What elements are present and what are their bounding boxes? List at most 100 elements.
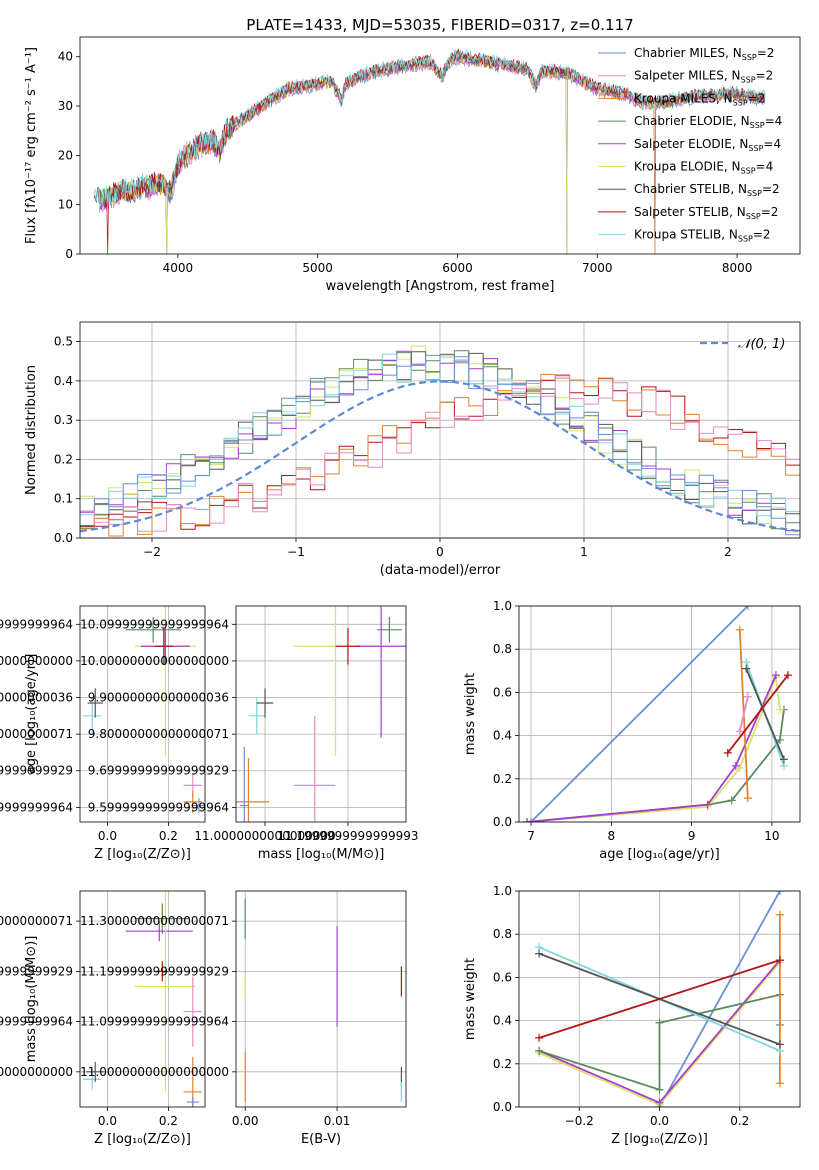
weight-marker [735,727,744,736]
x-axis-label: wavelength [Angstrom, rest frame] [326,279,555,294]
y-tick-label: 0.4 [493,1014,512,1028]
x-tick-label: 0.0 [98,829,117,843]
error-bar-point [83,697,102,735]
x-tick-label: 7 [527,829,535,843]
x-tick-label: 2 [724,545,732,559]
y-tick-label: 10.09999999999999964 [80,617,229,631]
weight-marker [535,1033,544,1042]
x-tick-label: 1 [580,545,588,559]
legend-text: Chabrier STELIB, N [634,182,747,196]
error-bar-point [335,627,361,665]
error-bar-point [240,746,249,822]
spectrum-line [104,48,765,254]
x-tick-label: 0.01 [324,1114,351,1128]
x-tick-label: 0.0 [650,1114,669,1128]
y-tick-label: 9.59999999999999964 [0,800,73,814]
weight-marker [523,818,532,822]
weight-marker [775,956,784,965]
grid [80,891,205,1107]
weight-marker [742,664,751,673]
spectrum-line [99,52,766,254]
x-tick-label: 5000 [302,261,333,275]
axes-frame [79,605,206,823]
ticks: −2 −1 0 1 2 0.0 0.1 0.2 0.3 0.4 0.5 [54,335,732,559]
grid [236,606,406,822]
ticks: −0.2 0.0 0.2 0.0 0.2 0.4 0.6 0.8 1.0 [493,884,749,1128]
axes-frame [518,605,801,823]
plot-area [83,891,202,1107]
weight-line [745,668,785,760]
ticks: 7 8 9 10 0.0 0.2 0.4 0.6 0.8 1.0 [493,599,780,843]
legend-entry: Chabrier STELIB, NSSP=2 [634,182,780,198]
legend-entry: Salpeter ELODIE, NSSP=4 [634,137,781,153]
spectrum-line [99,53,766,254]
y-tick-label: 10.00000000000000000 [0,654,73,668]
x-tick-label: 8 [608,829,616,843]
error-bar-point [154,627,173,665]
x-tick-label: 7000 [582,261,613,275]
legend-suffix: =4 [763,137,781,151]
plot-area [83,606,205,813]
legend-suffix: =2 [761,205,779,219]
error-bar-point [294,715,336,822]
x-tick-label: −0.2 [565,1114,594,1128]
residual-distribution-panel: −2 −1 0 1 2 0.0 0.1 0.2 0.3 0.4 0.5 (data-model)/er… [24,321,801,578]
legend-suffix: =4 [756,160,774,174]
weight-marker [723,748,732,757]
legend-entry: Salpeter STELIB, NSSP=2 [634,205,778,221]
legend-subscript: SSP [738,235,753,244]
legend-entry: Kroupa MILES, NSSP=2 [634,91,765,107]
weight-line [726,674,789,754]
plot-area [93,48,766,254]
legend-text: Kroupa ELODIE, N [634,160,741,174]
legend-text: Salpeter STELIB, N [634,205,746,219]
x-tick-label: 0.2 [159,1114,178,1128]
weight-marker [527,818,536,822]
x-axis-label: (data-model)/error [380,563,501,578]
legend-suffix: =2 [756,69,774,83]
weight-marker [775,705,784,714]
legend-entry: Chabrier ELODIE, NSSP=4 [634,114,782,130]
mass-vs-extinction-panel: 0.00 0.01 11.00000000000000000 11.099999999… [80,890,407,1147]
weight-marker [735,625,744,634]
y-tick-label: 0.6 [493,970,512,984]
mass-weight-vs-metallicity-panel: −0.2 0.0 0.2 0.0 0.2 0.4 0.6 0.8 1.0 Z [log₁₀(Z/Z… [463,884,801,1147]
y-axis-label: mass weight [463,673,478,755]
legend-suffix: =2 [762,182,780,196]
error-bar-point [134,903,190,934]
mass-weight-vs-age-panel: 7 8 9 10 0.0 0.2 0.4 0.6 0.8 1.0 age [log₁₀(age/yr… [463,599,801,862]
y-tick-label: 0.2 [493,772,512,786]
legend-entry: Kroupa STELIB, NSSP=2 [634,228,771,244]
weight-marker [775,891,784,895]
x-tick-label: −1 [287,545,305,559]
ticks: 4000 5000 6000 7000 8000 0 10 20 30 40 [58,50,753,275]
y-tick-label: 0.0 [493,815,512,829]
weight-marker [743,606,752,610]
y-tick-label: 11.19999999999999929 [80,964,229,978]
x-tick-label: 0.2 [730,1114,749,1128]
x-tick-label: 4000 [163,261,194,275]
x-tick-label: 6000 [442,261,473,275]
x-tick-label: 9 [688,829,696,843]
y-tick-label: 11.30000000000000071 [0,914,73,928]
weight-marker [775,735,784,744]
legend-text: Kroupa STELIB, N [634,228,738,242]
legend-suffix: =4 [765,114,783,128]
figure-title: PLATE=1433, MJD=53035, FIBERID=0317, z=0… [246,16,633,34]
legend-text: Chabrier MILES, N [634,46,742,60]
legend-suffix: =2 [757,46,775,60]
y-tick-label: 9.69999999999999929 [88,764,229,778]
weight-marker [655,1098,664,1107]
x-tick-label: 0.2 [159,829,178,843]
y-tick-label: 10.00000000000000000 [80,654,229,668]
weight-marker [655,1085,664,1094]
error-bar-point [248,697,266,735]
legend-entry: Chabrier MILES, NSSP=2 [634,46,774,62]
grid [236,891,406,1107]
y-axis-label: mass [log₁₀(M/M⊙)] [24,936,39,1063]
y-tick-label: 9.90000000000000036 [0,691,73,705]
error-bar-point [156,961,169,982]
